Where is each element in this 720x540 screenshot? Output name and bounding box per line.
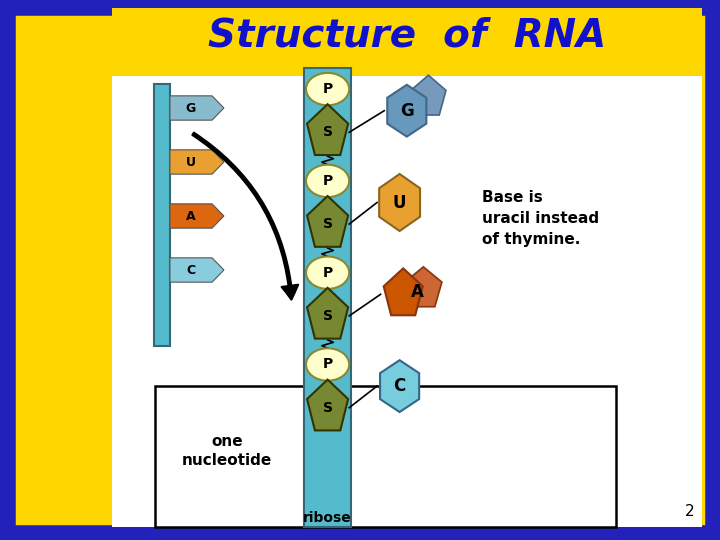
FancyBboxPatch shape	[155, 386, 616, 526]
Polygon shape	[307, 104, 348, 155]
Text: P: P	[323, 174, 333, 188]
Circle shape	[306, 165, 349, 197]
Text: G: G	[400, 102, 414, 120]
Text: A: A	[411, 282, 424, 301]
Text: P: P	[323, 266, 333, 280]
Text: S: S	[323, 401, 333, 415]
Text: P: P	[323, 82, 333, 96]
Text: P: P	[323, 357, 333, 372]
Polygon shape	[170, 204, 224, 228]
Text: U: U	[393, 193, 406, 212]
Text: 2: 2	[685, 504, 695, 519]
Polygon shape	[170, 96, 224, 120]
Polygon shape	[170, 150, 224, 174]
Polygon shape	[384, 268, 423, 315]
Polygon shape	[170, 258, 224, 282]
Text: S: S	[323, 309, 333, 323]
Circle shape	[306, 73, 349, 105]
Text: U: U	[186, 156, 195, 168]
FancyArrowPatch shape	[192, 133, 298, 300]
Polygon shape	[387, 85, 426, 137]
Polygon shape	[307, 196, 348, 247]
Text: S: S	[323, 125, 333, 139]
Text: C: C	[393, 377, 406, 395]
Text: S: S	[323, 217, 333, 231]
Text: ribose: ribose	[303, 511, 352, 525]
Polygon shape	[405, 267, 442, 307]
Text: C: C	[186, 264, 195, 276]
Text: Base is
uracil instead
of thymine.: Base is uracil instead of thymine.	[482, 190, 600, 247]
Text: Structure  of  RNA: Structure of RNA	[207, 16, 606, 54]
Polygon shape	[307, 288, 348, 339]
FancyBboxPatch shape	[112, 8, 702, 76]
Text: one
nucleotide: one nucleotide	[181, 434, 272, 468]
Text: G: G	[185, 102, 196, 114]
FancyBboxPatch shape	[154, 84, 170, 346]
Polygon shape	[379, 174, 420, 231]
Polygon shape	[380, 360, 419, 412]
Circle shape	[306, 348, 349, 381]
Text: A: A	[186, 210, 195, 222]
Polygon shape	[307, 380, 348, 430]
Circle shape	[306, 256, 349, 289]
FancyBboxPatch shape	[112, 76, 702, 526]
FancyBboxPatch shape	[304, 68, 351, 526]
Polygon shape	[411, 75, 446, 115]
